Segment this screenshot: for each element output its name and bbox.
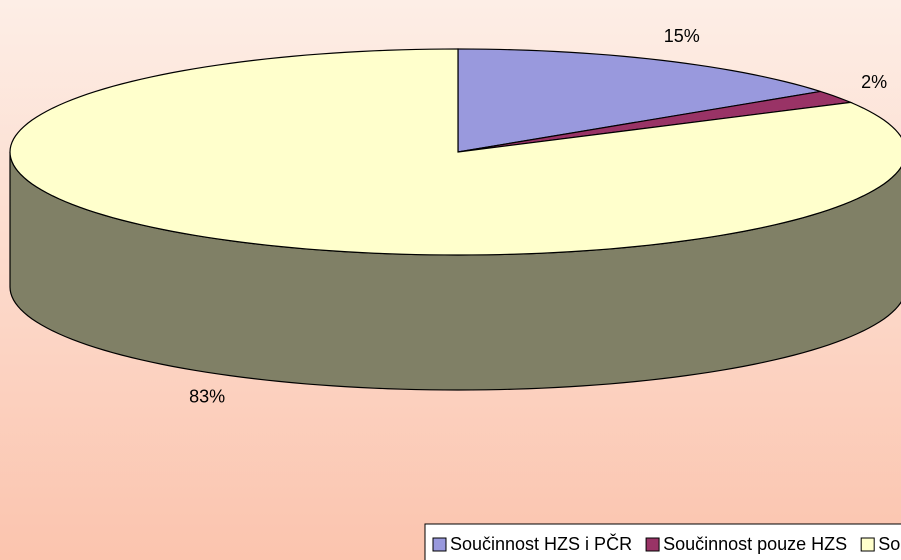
legend: Součinnost HZS i PČR Součinnost pouze HZS… [424, 523, 901, 560]
slice [9, 48, 901, 256]
legend-label: Součinnost pouze HZS [663, 534, 847, 554]
legend-swatch [432, 537, 447, 552]
legend-swatch [645, 537, 660, 552]
legend-label: Součinnost HZS i PČR [450, 533, 632, 554]
legend-label: Součinnost pouze PČR [878, 533, 901, 554]
data-label: 15% [664, 26, 700, 46]
data-label: 2% [861, 72, 887, 92]
legend-box [424, 523, 901, 560]
data-label: 83% [189, 387, 225, 407]
legend-swatch [860, 537, 875, 552]
pie: 15% 2% 83% [9, 26, 901, 407]
slice [457, 48, 821, 153]
